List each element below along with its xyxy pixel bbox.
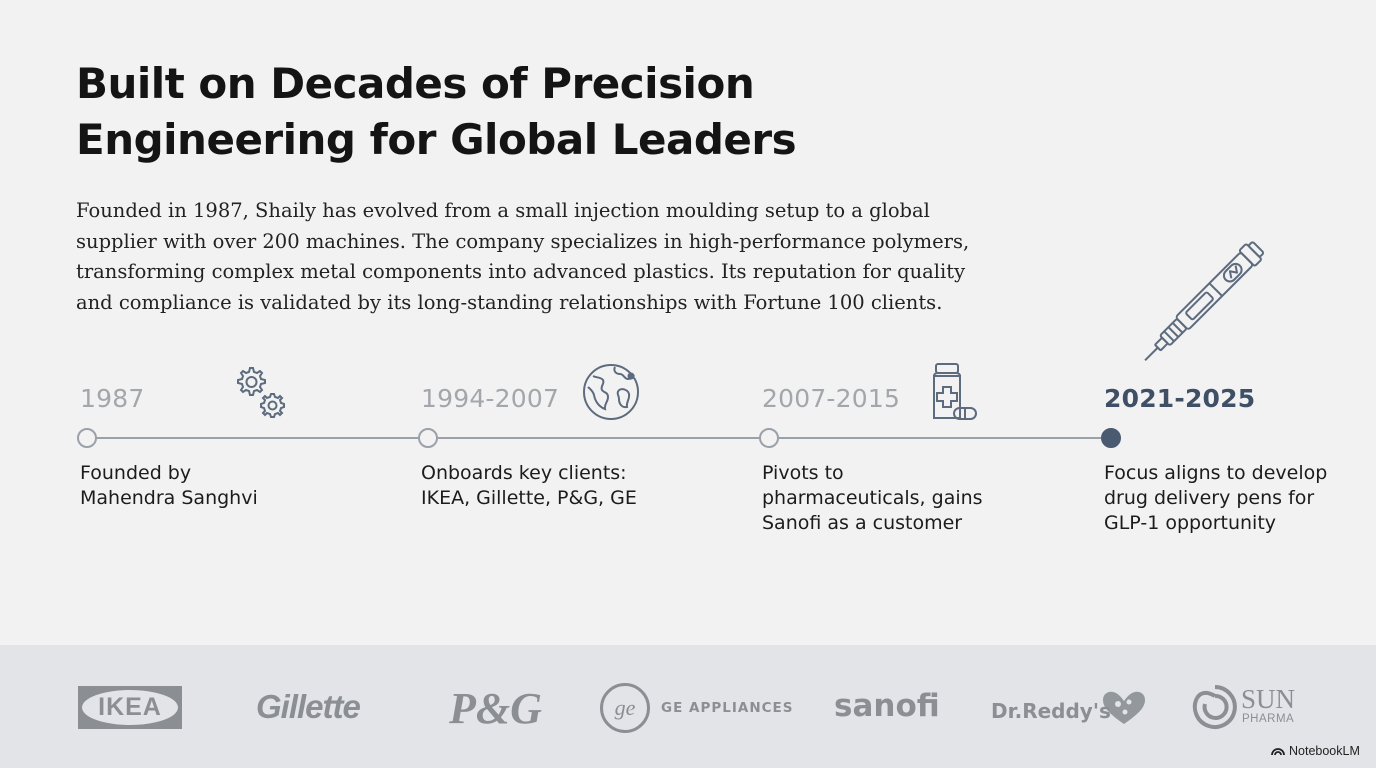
timeline-desc-2007-2015: Pivots to pharmaceuticals, gains Sanofi …: [762, 462, 983, 534]
gears-icon: [237, 367, 285, 418]
medicine-bottle-icon: [933, 363, 977, 420]
sun-pharma-logo: SUN: [1241, 684, 1296, 714]
timeline-dot-1987: [77, 428, 97, 448]
timeline-year-2021-2025: 2021-2025: [1104, 384, 1256, 413]
timeline-desc-1994-2007: Onboards key clients: IKEA, Gillette, P&…: [421, 462, 637, 509]
pg-logo: P&G: [449, 684, 542, 733]
timeline-year-1987: 1987: [80, 384, 145, 413]
ge-appliances-logo: GE APPLIANCES: [661, 700, 794, 716]
timeline-year-2007-2015: 2007-2015: [762, 384, 901, 413]
sun-pharma-swirl-icon: [1192, 685, 1237, 729]
timeline-desc-1987: Founded by Mahendra Sanghvi: [80, 462, 258, 509]
sun-pharma-subtext: PHARMA: [1242, 713, 1295, 725]
ge-monogram-text: ge: [614, 695, 636, 720]
watermark-text: NotebookLM: [1289, 744, 1360, 758]
gillette-logo: Gillette: [256, 688, 361, 725]
sanofi-logo: sanofi: [834, 688, 940, 724]
timeline-line: [87, 437, 1111, 439]
timeline-dot-2007-2015: [759, 428, 779, 448]
injection-pen-icon: [1144, 241, 1265, 362]
timeline-desc-2021-2025: Focus aligns to develop drug delivery pe…: [1104, 462, 1328, 534]
ge-monogram-logo: ge: [600, 683, 650, 733]
dr-reddys-heart-icon: [1103, 691, 1145, 724]
notebooklm-icon: [1271, 748, 1285, 756]
timeline-year-1994-2007: 1994-2007: [421, 384, 560, 413]
timeline-dot-2021-2025: [1101, 428, 1121, 448]
intro-paragraph: Founded in 1987, Shaily has evolved from…: [76, 199, 970, 314]
globe-icon: [583, 364, 639, 420]
ikea-logo: IKEA: [78, 686, 182, 729]
client-logo-band: [0, 645, 1376, 768]
ikea-logo-text: IKEA: [98, 693, 162, 721]
dr-reddys-logo: Dr.Reddy's: [991, 699, 1111, 723]
slide-title: Built on Decades of Precision Engineerin…: [76, 59, 797, 164]
timeline-dot-1994-2007: [418, 428, 438, 448]
notebooklm-watermark: NotebookLM: [1271, 744, 1360, 758]
